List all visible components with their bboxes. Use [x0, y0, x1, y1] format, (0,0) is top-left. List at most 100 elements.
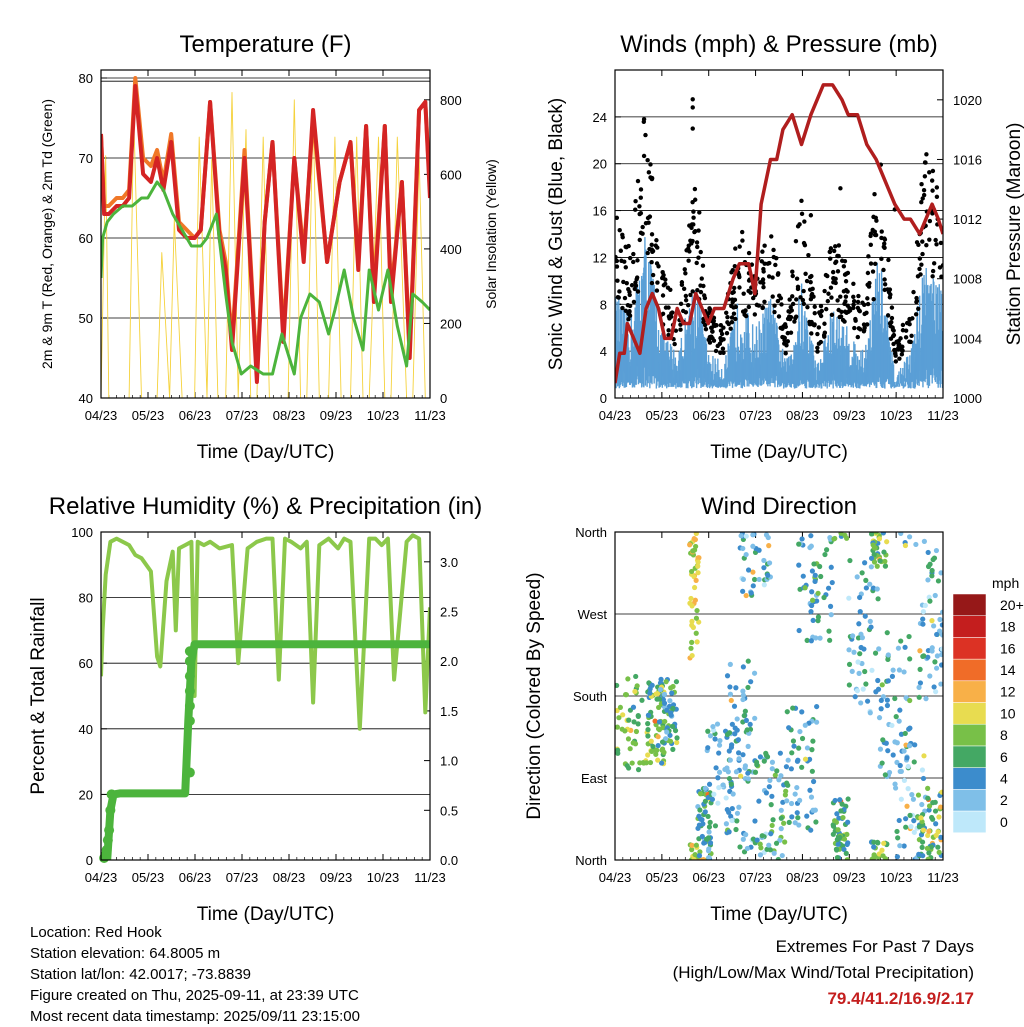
direction-point [696, 619, 702, 625]
x-tick-label: 06/23 [179, 870, 212, 885]
gust-point [617, 289, 622, 294]
gust-point [775, 272, 781, 277]
direction-point [911, 759, 917, 765]
direction-point [689, 652, 695, 659]
chart-4: Wind Direction Time (Day/UTC) 04/23 05/23 06… [524, 493, 959, 925]
direction-point [652, 718, 658, 724]
gust-point [801, 288, 806, 294]
gust-point [746, 288, 751, 294]
direction-point [880, 737, 886, 743]
direction-point [740, 692, 746, 698]
elevation-text: Station elevation: 64.8005 m [30, 945, 221, 962]
gust-point [773, 262, 778, 268]
gust-point [893, 351, 898, 357]
direction-point [852, 694, 858, 700]
gust-point [766, 274, 772, 279]
direction-point [804, 637, 810, 644]
direction-point [629, 760, 635, 766]
direction-point [868, 532, 875, 537]
direction-point [843, 850, 849, 856]
chart-title: Relative Humidity (%) & Precipitation (i… [49, 493, 482, 520]
direction-point [615, 724, 620, 730]
direction-point [882, 558, 888, 564]
gust-point [865, 322, 870, 327]
direction-point [818, 573, 824, 580]
recent-text: Most recent data timestamp: 2025/09/11 2… [30, 1008, 360, 1025]
direction-point [799, 735, 806, 742]
gust-point [756, 303, 761, 308]
gust-point [729, 270, 734, 275]
gust-point [767, 260, 772, 266]
gust-point [815, 331, 820, 337]
gust-point [655, 245, 660, 250]
direction-point [763, 750, 769, 756]
precip-point [105, 805, 116, 816]
direction-point [707, 819, 713, 825]
direction-point [633, 728, 640, 735]
gust-point [930, 168, 936, 174]
gust-point [730, 297, 735, 302]
direction-point [693, 577, 699, 584]
gust-point [752, 312, 758, 317]
chart-title: Wind Direction [701, 493, 857, 520]
direction-point [863, 585, 869, 591]
gust-point [692, 186, 698, 192]
direction-point [767, 777, 773, 783]
direction-point [714, 721, 721, 727]
gust-point [845, 270, 851, 276]
gust-point [655, 280, 660, 285]
gust-point [625, 303, 631, 308]
gust-point [666, 328, 671, 333]
direction-point [635, 713, 641, 719]
direction-point [908, 824, 914, 830]
gust-point [799, 198, 804, 204]
colorbar-swatch [952, 745, 987, 768]
direction-point [858, 700, 864, 706]
direction-point [827, 603, 834, 609]
direction-point [747, 721, 753, 727]
direction-point [693, 842, 699, 848]
direction-point [871, 844, 877, 850]
direction-point [810, 807, 816, 813]
direction-point [817, 563, 823, 570]
direction-point [706, 829, 712, 835]
direction-point [916, 684, 922, 691]
gust-point [685, 246, 691, 251]
gust-point [683, 310, 689, 315]
direction-point [809, 602, 815, 609]
direction-point [844, 857, 850, 860]
direction-point [697, 791, 704, 797]
direction-point [862, 668, 868, 675]
gust-point [783, 351, 788, 356]
direction-point [919, 801, 925, 808]
direction-point [932, 659, 938, 665]
gust-point [836, 253, 841, 259]
gust-point [643, 132, 648, 138]
gust-point [913, 312, 919, 317]
direction-point [697, 807, 703, 813]
gust-point [809, 273, 814, 279]
direction-point [938, 834, 943, 840]
colorbar-swatch [952, 767, 987, 790]
direction-point [709, 796, 716, 802]
direction-point [867, 618, 873, 624]
plot-frame [614, 531, 944, 861]
gust-point [693, 229, 698, 234]
direction-point [706, 824, 713, 830]
gust-point [888, 336, 894, 341]
direction-point [697, 849, 703, 855]
gust-point [698, 289, 704, 295]
direction-point [939, 632, 943, 638]
gust-point [838, 314, 844, 319]
direction-point [846, 661, 853, 668]
gust-point [615, 258, 620, 264]
gust-point [839, 309, 844, 315]
direction-point [776, 777, 782, 783]
direction-point [796, 822, 802, 828]
direction-point [639, 697, 645, 703]
direction-point [846, 682, 852, 688]
direction-point [926, 594, 932, 600]
gust-point [696, 255, 701, 260]
direction-point [919, 844, 925, 850]
